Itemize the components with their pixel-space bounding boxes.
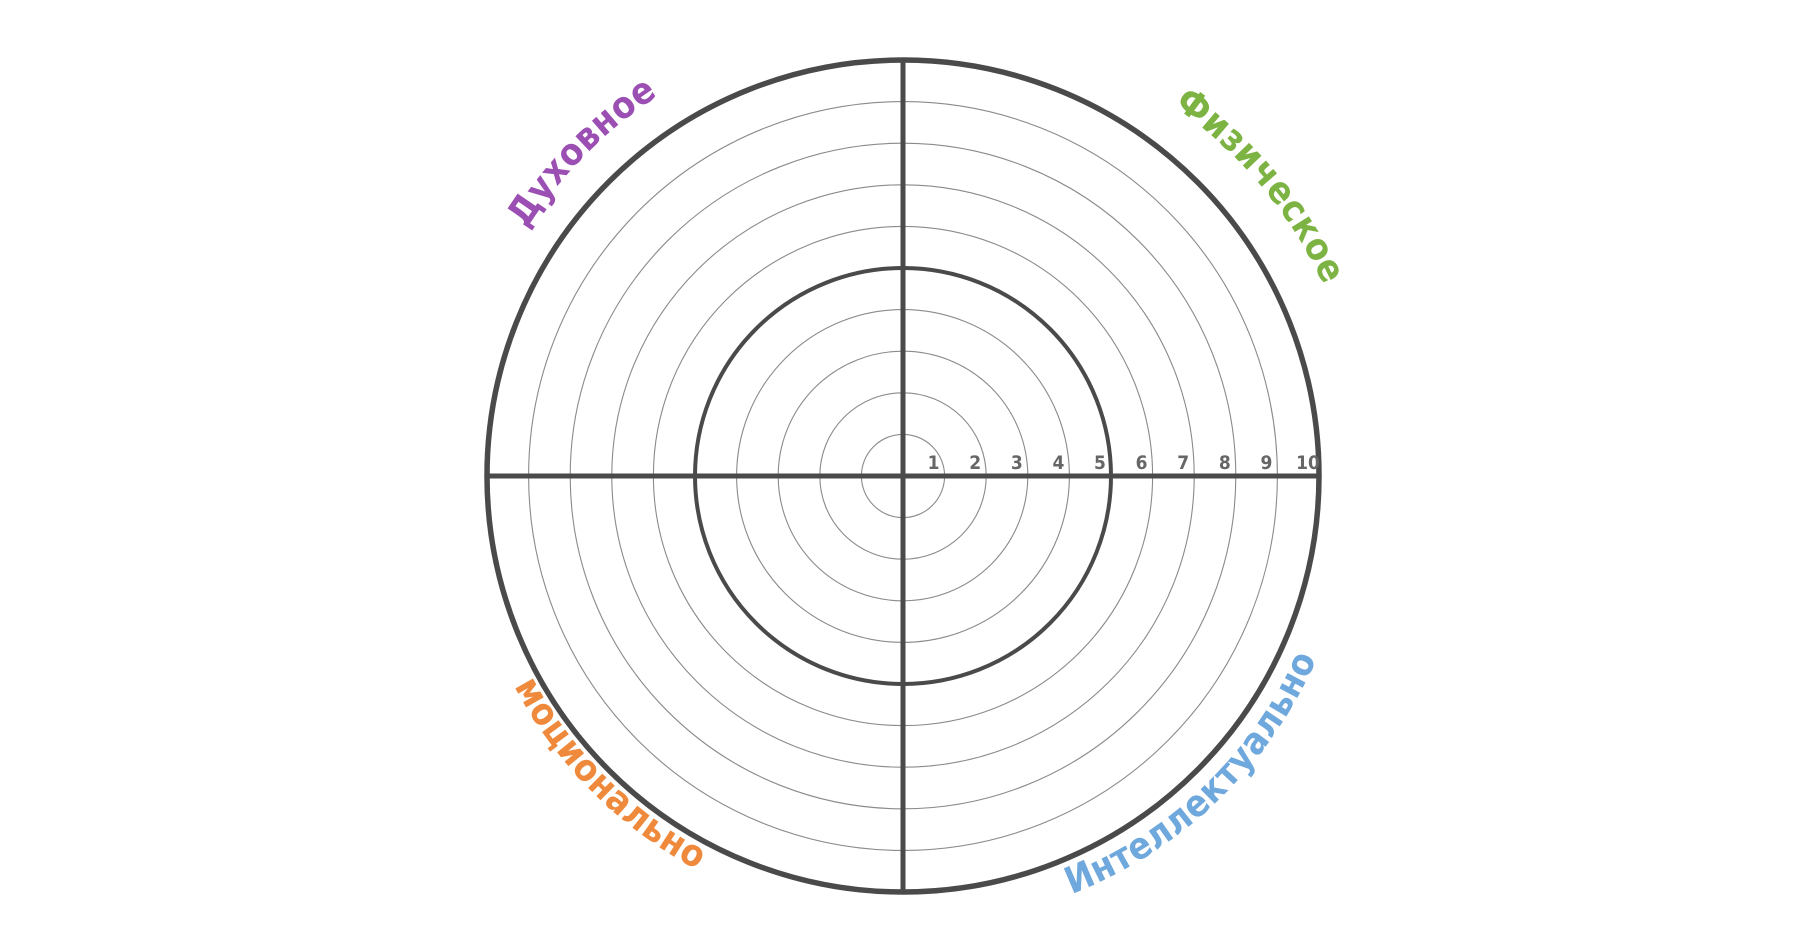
scale-label-10: 10 xyxy=(1296,452,1320,474)
scale-labels-group: 1 2 3 4 5 6 7 8 9 10 xyxy=(928,452,1320,474)
scale-label-9: 9 xyxy=(1260,452,1272,474)
scale-label-3: 3 xyxy=(1011,452,1023,474)
scale-label-8: 8 xyxy=(1219,452,1231,474)
scale-label-5: 5 xyxy=(1094,452,1106,474)
scale-label-2: 2 xyxy=(969,452,981,474)
scale-label-1: 1 xyxy=(928,452,940,474)
scale-label-6: 6 xyxy=(1136,452,1148,474)
scale-label-4: 4 xyxy=(1052,452,1064,474)
scale-label-7: 7 xyxy=(1177,452,1189,474)
